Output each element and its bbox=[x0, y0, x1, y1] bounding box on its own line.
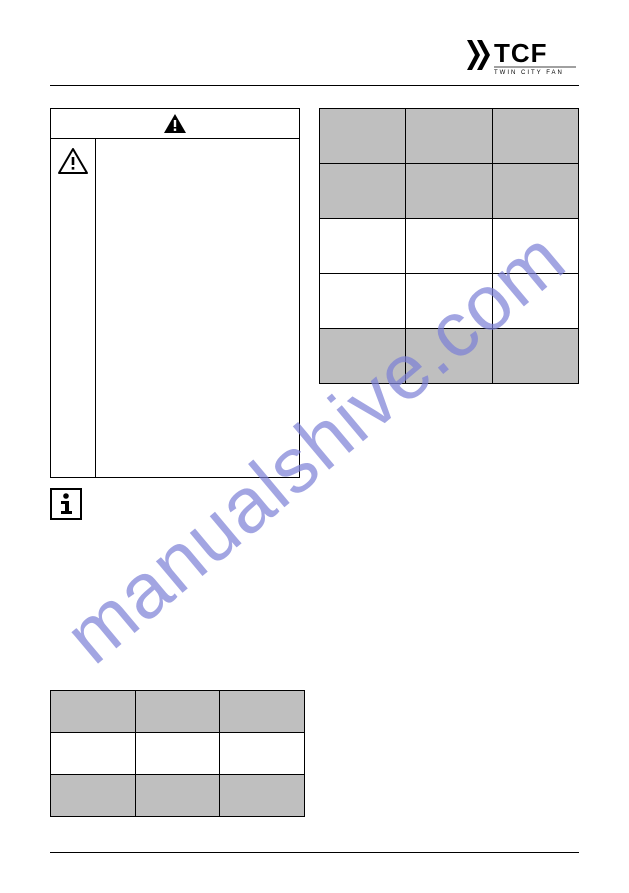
warning-icon-column bbox=[51, 139, 96, 477]
warning-header bbox=[51, 109, 299, 139]
table-row bbox=[51, 691, 305, 733]
table-row bbox=[320, 164, 579, 219]
table-row bbox=[51, 775, 305, 817]
tcf-logo: TCF TWIN CITY FAN bbox=[464, 35, 579, 80]
footer-rule bbox=[50, 852, 579, 853]
table-row bbox=[51, 733, 305, 775]
info-icon bbox=[50, 488, 82, 520]
logo-main-text: TCF bbox=[494, 38, 548, 68]
warning-body bbox=[51, 139, 299, 477]
logo-sub-text: TWIN CITY FAN bbox=[494, 70, 564, 75]
warning-triangle-solid-icon bbox=[164, 114, 186, 133]
specs-table-bottom bbox=[50, 690, 305, 817]
warning-text-column bbox=[96, 139, 299, 477]
table-row bbox=[320, 329, 579, 384]
document-page: TCF TWIN CITY FAN bbox=[0, 0, 629, 893]
table-row bbox=[320, 219, 579, 274]
warning-triangle-outline-icon bbox=[57, 147, 89, 175]
warning-box bbox=[50, 108, 300, 478]
header-rule bbox=[50, 85, 579, 86]
table-row bbox=[320, 274, 579, 329]
specs-table-right bbox=[319, 108, 579, 384]
table-row bbox=[320, 109, 579, 164]
